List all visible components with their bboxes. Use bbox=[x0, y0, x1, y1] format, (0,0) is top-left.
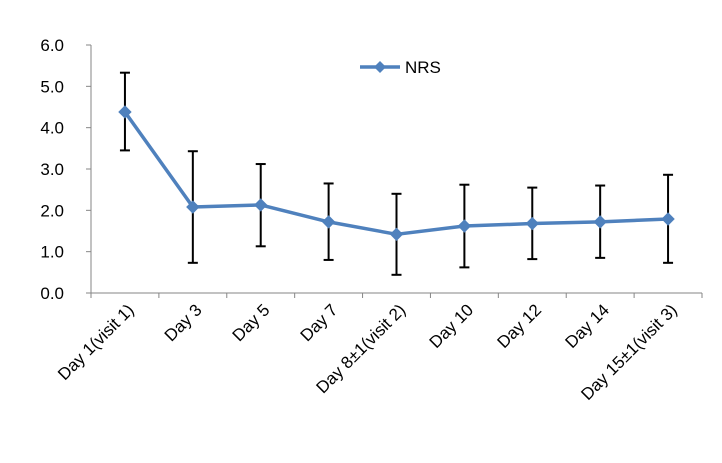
data-point-marker bbox=[661, 212, 675, 226]
data-point-marker bbox=[389, 227, 404, 242]
legend-marker bbox=[374, 61, 386, 73]
y-tick-label: 0.0 bbox=[40, 284, 64, 303]
y-tick-label: 4.0 bbox=[40, 119, 64, 138]
y-tick-label: 3.0 bbox=[40, 160, 64, 179]
x-tick-label: Day 12 bbox=[494, 300, 546, 352]
y-tick-label: 1.0 bbox=[40, 243, 64, 262]
x-tick-label: Day 5 bbox=[229, 300, 274, 345]
y-axis: 0.0 1.0 2.0 3.0 4.0 5.0 6.0 bbox=[40, 36, 92, 303]
series-nrs bbox=[118, 105, 675, 242]
y-tick-label: 2.0 bbox=[40, 201, 64, 220]
y-tick-label: 6.0 bbox=[40, 36, 64, 55]
x-tick-label: Day 1(visit 1) bbox=[54, 300, 138, 384]
error-bars bbox=[119, 71, 674, 276]
data-point-marker bbox=[186, 200, 200, 214]
legend: NRS bbox=[360, 58, 441, 77]
data-point-marker bbox=[254, 198, 268, 212]
data-point-marker bbox=[593, 215, 607, 229]
x-tick-label: Day 7 bbox=[297, 300, 342, 345]
x-tick-label: Day 14 bbox=[561, 300, 613, 352]
data-point-marker bbox=[457, 219, 472, 233]
x-tick-label: Day 10 bbox=[426, 300, 478, 352]
y-tick-label: 5.0 bbox=[40, 77, 64, 96]
data-point-marker bbox=[321, 215, 336, 229]
x-tick-label: Day 3 bbox=[161, 300, 206, 345]
data-point-marker bbox=[525, 216, 539, 231]
legend-label-nrs: NRS bbox=[405, 58, 441, 77]
data-point-marker bbox=[118, 105, 132, 119]
